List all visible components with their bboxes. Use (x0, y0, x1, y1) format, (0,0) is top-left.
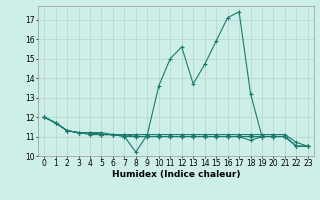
X-axis label: Humidex (Indice chaleur): Humidex (Indice chaleur) (112, 170, 240, 179)
